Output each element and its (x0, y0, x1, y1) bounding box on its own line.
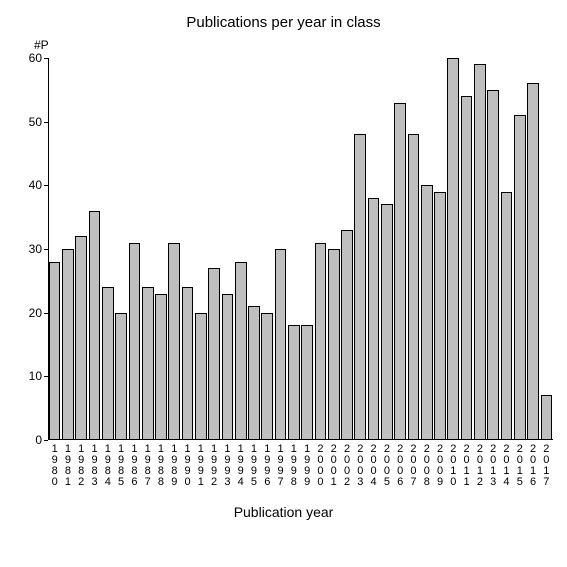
x-tick-label: 2010 (448, 444, 458, 488)
bar (421, 185, 433, 440)
x-tick-label: 1995 (249, 444, 259, 488)
x-tick-label: 2014 (501, 444, 511, 488)
x-tick-label: 1990 (183, 444, 193, 488)
y-tick-label: 0 (35, 433, 42, 447)
y-tick-mark (44, 58, 48, 59)
x-tick-label: 1994 (236, 444, 246, 488)
bar (381, 204, 393, 440)
bar (89, 211, 101, 440)
bar (49, 262, 61, 440)
bar (354, 134, 366, 440)
bar (434, 192, 446, 440)
bar (129, 243, 141, 440)
x-tick-label: 1984 (103, 444, 113, 488)
y-tick-label: 20 (29, 306, 42, 320)
chart-title: Publications per year in class (0, 14, 567, 31)
y-tick-label: 50 (29, 115, 42, 129)
bar (75, 236, 87, 440)
x-tick-label: 1999 (302, 444, 312, 488)
x-tick-label: 2004 (369, 444, 379, 488)
x-tick-label: 2016 (528, 444, 538, 488)
bar (501, 192, 513, 440)
x-tick-label: 1987 (143, 444, 153, 488)
x-tick-label: 2012 (475, 444, 485, 488)
bar (301, 325, 313, 440)
x-tick-label: 2001 (329, 444, 339, 488)
bar (461, 96, 473, 440)
x-tick-label: 1985 (116, 444, 126, 488)
bar (368, 198, 380, 440)
y-tick-label: 40 (29, 178, 42, 192)
x-tick-label: 1981 (63, 444, 73, 488)
x-tick-label: 2009 (435, 444, 445, 488)
x-tick-label: 2000 (315, 444, 325, 488)
x-tick-label: 1980 (50, 444, 60, 488)
bars-layer (48, 58, 553, 440)
x-tick-label: 1982 (76, 444, 86, 488)
x-tick-label: 2008 (422, 444, 432, 488)
bar (275, 249, 287, 440)
y-axis-unit-label: #P (34, 38, 49, 52)
bar (315, 243, 327, 440)
x-tick-label: 1988 (156, 444, 166, 488)
bar (514, 115, 526, 440)
x-tick-label: 2011 (462, 444, 472, 488)
y-tick-mark (44, 249, 48, 250)
x-tick-label: 2013 (488, 444, 498, 488)
bar (222, 294, 234, 440)
x-tick-label: 2002 (342, 444, 352, 488)
bar (62, 249, 74, 440)
bar (142, 287, 154, 440)
y-tick-mark (44, 440, 48, 441)
x-tick-label: 1989 (169, 444, 179, 488)
x-tick-label: 1983 (90, 444, 100, 488)
x-tick-label: 1993 (222, 444, 232, 488)
x-tick-label: 2003 (355, 444, 365, 488)
y-tick-label: 10 (29, 369, 42, 383)
bar (527, 83, 539, 440)
bar (447, 58, 459, 440)
x-tick-label: 1996 (262, 444, 272, 488)
bar (328, 249, 340, 440)
bar (155, 294, 167, 440)
y-tick-mark (44, 122, 48, 123)
y-tick-label: 60 (29, 51, 42, 65)
bar (261, 313, 273, 440)
bar (541, 395, 553, 440)
bar (474, 64, 486, 440)
bar (408, 134, 420, 440)
x-tick-label: 1997 (276, 444, 286, 488)
bar (182, 287, 194, 440)
y-tick-mark (44, 376, 48, 377)
bar (102, 287, 114, 440)
x-tick-label: 2006 (395, 444, 405, 488)
x-tick-label: 1991 (196, 444, 206, 488)
x-tick-label: 2007 (408, 444, 418, 488)
x-tick-label: 2015 (515, 444, 525, 488)
bar (288, 325, 300, 440)
chart-container: { "chart": { "type": "bar", "title": "Pu… (0, 0, 567, 567)
bar (235, 262, 247, 440)
bar (248, 306, 260, 440)
x-axis-label: Publication year (0, 504, 567, 520)
bar (115, 313, 127, 440)
x-tick-label: 1998 (289, 444, 299, 488)
y-tick-mark (44, 185, 48, 186)
x-tick-label: 2017 (541, 444, 551, 488)
bar (341, 230, 353, 440)
bar (195, 313, 207, 440)
bar (168, 243, 180, 440)
y-tick-mark (44, 313, 48, 314)
y-tick-label: 30 (29, 242, 42, 256)
plot-area: 0102030405060198019811982198319841985198… (48, 58, 553, 440)
bar (394, 103, 406, 440)
bar (208, 268, 220, 440)
x-tick-label: 1992 (209, 444, 219, 488)
x-tick-label: 1986 (129, 444, 139, 488)
bar (487, 90, 499, 440)
x-tick-label: 2005 (382, 444, 392, 488)
